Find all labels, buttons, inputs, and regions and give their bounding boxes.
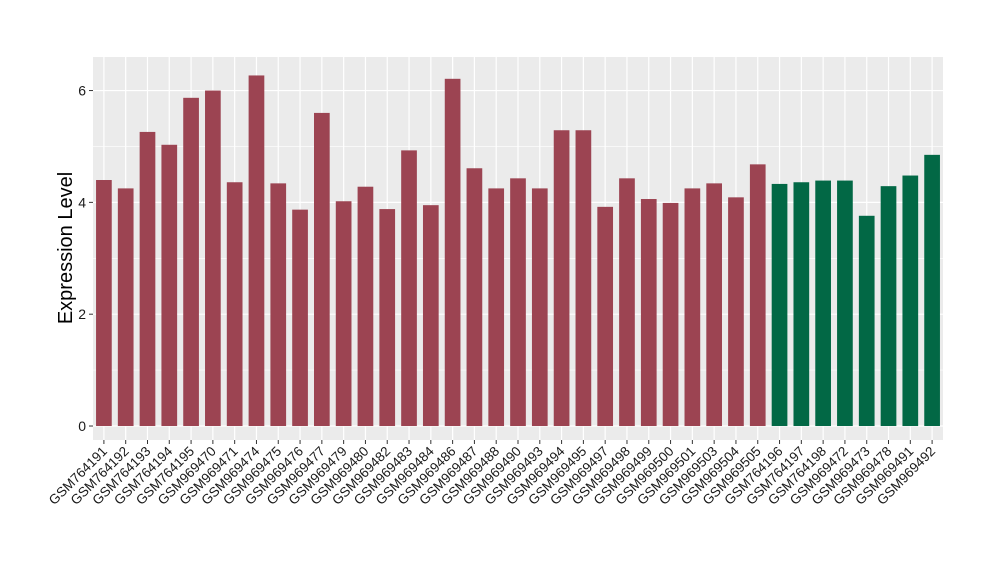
bar bbox=[292, 209, 308, 427]
bar bbox=[706, 183, 722, 427]
bar bbox=[466, 168, 483, 427]
bar bbox=[575, 130, 592, 427]
bar bbox=[902, 175, 919, 427]
bar bbox=[553, 130, 570, 427]
bar bbox=[226, 182, 243, 427]
bar bbox=[619, 178, 635, 427]
bar bbox=[139, 131, 156, 427]
bar bbox=[161, 144, 178, 427]
y-tick-label: 0 bbox=[78, 418, 86, 434]
bar bbox=[510, 178, 526, 427]
bar bbox=[314, 112, 330, 427]
bar bbox=[684, 188, 701, 427]
bar bbox=[815, 180, 831, 427]
bar bbox=[924, 154, 940, 427]
bar bbox=[640, 199, 657, 427]
bar bbox=[771, 183, 788, 427]
bar bbox=[488, 188, 505, 427]
x-axis: GSM764191GSM764192GSM764193GSM764194GSM7… bbox=[46, 440, 938, 508]
y-tick-label: 2 bbox=[78, 306, 86, 322]
bar bbox=[662, 202, 679, 427]
bar bbox=[793, 182, 810, 427]
y-tick-label: 6 bbox=[78, 83, 86, 99]
bar bbox=[880, 186, 897, 427]
bar bbox=[858, 215, 875, 427]
bar bbox=[117, 188, 134, 427]
bar bbox=[205, 90, 221, 427]
bar bbox=[335, 201, 352, 427]
bar bbox=[248, 75, 265, 427]
bar bbox=[96, 180, 112, 427]
bar bbox=[379, 209, 396, 427]
y-axis-title: Expression Level bbox=[55, 172, 77, 324]
bar bbox=[357, 186, 374, 427]
bar bbox=[444, 78, 461, 427]
bar bbox=[749, 164, 766, 427]
bar bbox=[837, 180, 853, 427]
bar bbox=[531, 188, 548, 427]
bar bbox=[270, 183, 287, 427]
bar bbox=[183, 97, 199, 427]
bar bbox=[401, 150, 417, 427]
bars bbox=[96, 75, 940, 427]
bar bbox=[422, 205, 439, 427]
y-tick-label: 4 bbox=[78, 194, 86, 210]
y-axis: 0 2 4 6 bbox=[78, 83, 93, 434]
bar bbox=[597, 206, 614, 427]
bar bbox=[728, 197, 744, 427]
